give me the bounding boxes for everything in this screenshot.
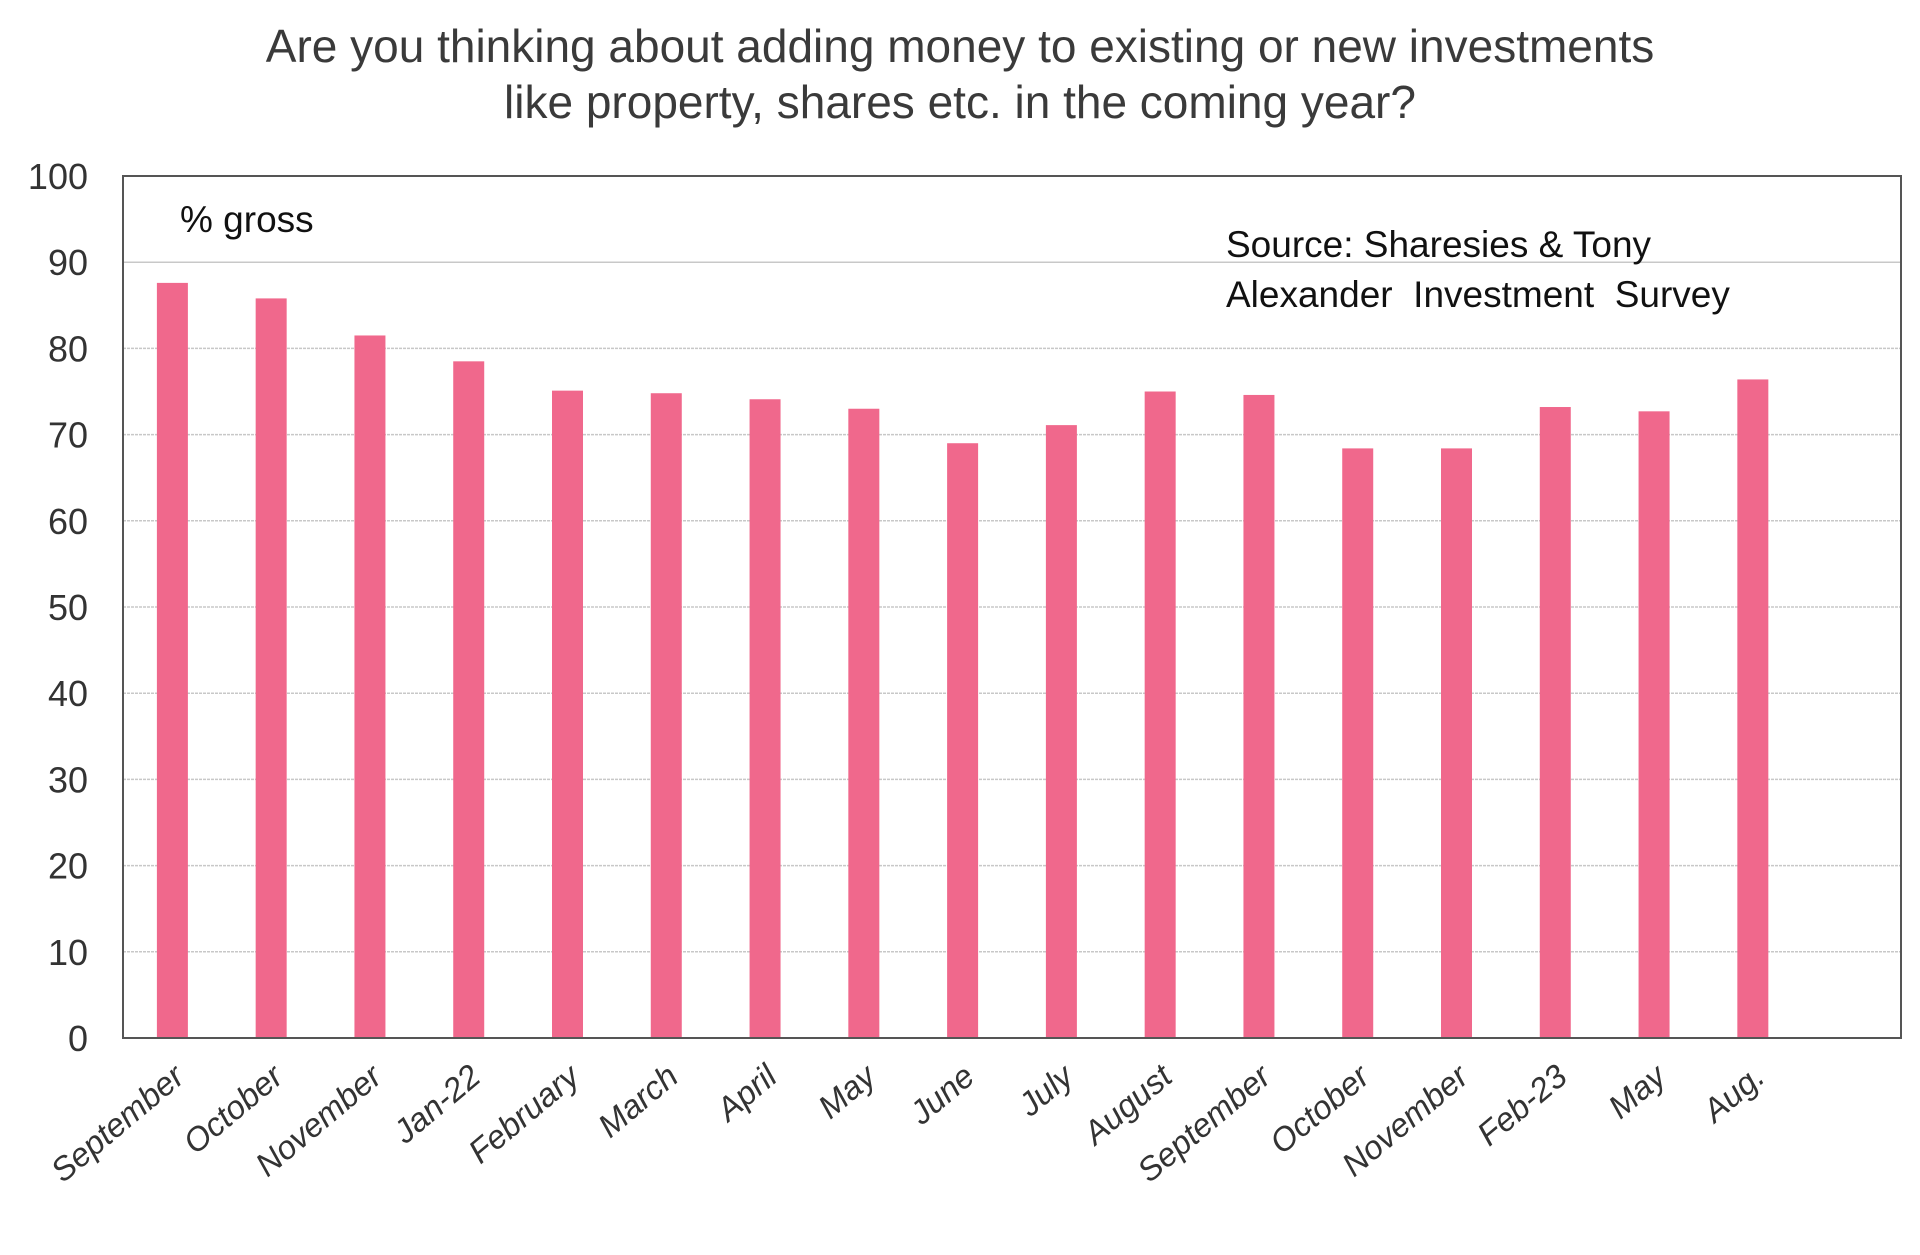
x-tick-label: May <box>811 1055 884 1125</box>
x-tick-label: Aug. <box>1694 1057 1771 1130</box>
bar-1 <box>156 282 188 1038</box>
x-tick-label: September <box>43 1056 192 1189</box>
bar-10 <box>1045 425 1077 1038</box>
bar-2 <box>255 298 287 1038</box>
x-tick-label: March <box>591 1057 685 1144</box>
x-tick-label: February <box>461 1055 588 1170</box>
bar-11 <box>1144 391 1176 1038</box>
bar-16 <box>1638 411 1670 1038</box>
x-tick-label: April <box>708 1056 785 1129</box>
x-tick-label: Feb-23 <box>1470 1057 1574 1153</box>
bar-3 <box>354 335 386 1039</box>
chart-title-line-1: Are you thinking about adding money to e… <box>265 20 1655 72</box>
x-tick-label: July <box>1010 1055 1081 1123</box>
bar-7 <box>749 399 781 1038</box>
unit-label: % gross <box>180 199 314 240</box>
y-tick-label: 10 <box>48 932 88 973</box>
y-tick-label: 80 <box>48 328 88 369</box>
x-tick-label: May <box>1601 1055 1674 1125</box>
bar-9 <box>947 443 979 1039</box>
gridlines <box>123 261 1901 953</box>
bar-4 <box>453 361 485 1039</box>
source-line-1: Source: Sharesies & Tony <box>1226 224 1652 265</box>
bar-14 <box>1441 448 1472 1039</box>
bar-12 <box>1243 394 1275 1038</box>
y-tick-label: 40 <box>48 673 88 714</box>
plot-area-frame <box>122 175 1902 1039</box>
y-tick-label: 50 <box>48 587 88 628</box>
bar-6 <box>650 393 682 1038</box>
y-tick-label: 20 <box>48 846 88 887</box>
y-tick-label: 30 <box>48 759 88 800</box>
bar-15 <box>1539 407 1571 1038</box>
chart-title-line-2: like property, shares etc. in the coming… <box>504 76 1416 128</box>
chart-title: Are you thinking about adding money to e… <box>0 18 1920 130</box>
bar-5 <box>552 390 583 1038</box>
source-line-2: Alexander Investment Survey <box>1226 274 1730 315</box>
bar-13 <box>1342 448 1374 1039</box>
bar-8 <box>848 408 880 1038</box>
bars <box>156 282 1769 1039</box>
y-tick-label: 70 <box>48 415 88 456</box>
y-tick-label: 90 <box>48 242 88 283</box>
x-tick-label: June <box>902 1057 981 1132</box>
y-tick-label: 100 <box>28 156 88 197</box>
y-tick-label: 0 <box>68 1018 88 1059</box>
bar-17 <box>1737 379 1769 1038</box>
y-axis-ticks: 0 10 20 30 40 50 60 70 80 90 100 <box>28 156 88 1059</box>
y-tick-label: 60 <box>48 501 88 542</box>
